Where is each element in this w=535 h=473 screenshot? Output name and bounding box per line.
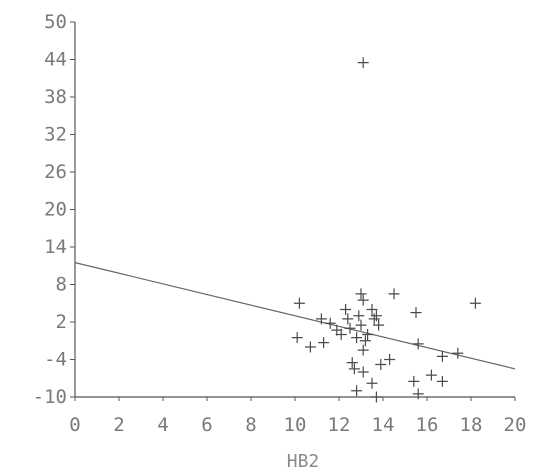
data-point [384,354,396,365]
y-tick-label: 32 [44,124,67,146]
data-point [452,347,464,359]
data-point [293,297,305,309]
regression-line [74,262,516,370]
data-point [344,322,356,334]
x-tick-label: 8 [245,414,256,436]
data-point [342,313,354,325]
data-point [348,363,360,375]
data-point [412,338,424,350]
y-tick-label: 50 [44,11,67,33]
data-point [357,366,369,378]
data-point [353,310,365,322]
data-point [412,388,424,400]
data-point [357,294,369,306]
y-tick-label: 38 [44,86,67,108]
x-tick-label: 20 [504,414,527,436]
x-tick-label: 10 [284,414,307,436]
y-tick-label: -4 [44,349,67,371]
x-tick-label: 0 [69,414,80,436]
data-point [304,341,316,353]
data-point [346,357,358,369]
x-tick-label: 6 [201,414,212,436]
data-point [359,335,371,347]
x-tick-label: 12 [328,414,351,436]
x-tick-label: 14 [372,414,395,436]
data-point [469,297,481,309]
data-point [370,391,382,403]
data-point [436,375,448,387]
data-point [357,344,369,356]
data-point [340,304,352,315]
data-point [436,350,448,362]
data-point [375,359,387,370]
data-point [351,385,363,397]
x-axis-title: HB2 [287,451,320,472]
data-point [366,304,378,315]
data-point [355,288,367,300]
data-point [315,313,327,325]
x-tick-label: 2 [113,414,124,436]
data-point [351,332,363,344]
data-point [318,337,330,349]
y-tick-label: 20 [44,199,67,221]
data-point [362,329,374,340]
x-tick-label: 4 [157,414,168,436]
y-tick-label: 14 [44,236,67,258]
y-tick-label: 44 [44,49,67,71]
data-point [335,329,347,340]
data-point [324,317,336,329]
data-point [366,377,378,389]
plot-area: 50 44 38 32 26 20 14 8 2 -4 -100 2 4 6 8 10 12 14 16 18 20 [33,11,527,436]
data-point [370,310,382,322]
y-tick-label: 2 [56,311,67,333]
x-tick-label: 18 [460,414,483,436]
x-tick-label: 16 [416,414,439,436]
data-point [357,57,369,69]
data-point [373,319,385,331]
data-point [331,324,343,336]
data-point [388,288,400,300]
data-point [425,369,437,381]
y-tick-label: 8 [56,274,67,296]
data-point [355,319,367,331]
y-tick-label: 26 [44,161,67,183]
y-tick-label: -10 [33,386,67,408]
data-point [410,307,422,319]
data-point [408,375,420,387]
data-point [291,332,303,344]
